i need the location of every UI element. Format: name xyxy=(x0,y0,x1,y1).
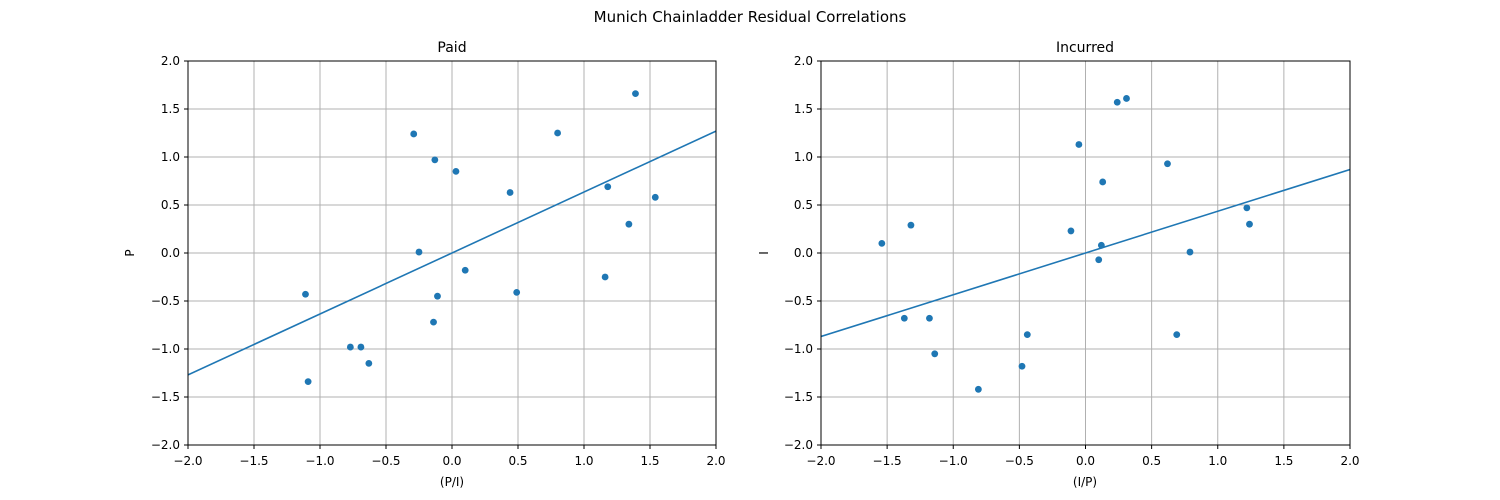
paid-data-point xyxy=(625,220,633,228)
paid-x-tick-label: 2.0 xyxy=(706,454,725,468)
paid-chart-title: Paid xyxy=(437,40,466,56)
incurred-data-point xyxy=(907,221,915,229)
paid-data-point xyxy=(415,248,423,256)
incurred-data-point xyxy=(900,314,908,322)
paid-chart: Paid (P/I) P −2.0 −1.5 −1.0 −0.5 0.0 0.5 1.0 1.… xyxy=(123,40,726,489)
paid-data-point xyxy=(430,318,437,326)
paid-data-point xyxy=(357,343,365,351)
paid-chart-xlabel: (P/I) xyxy=(440,475,464,489)
paid-data-point xyxy=(410,130,418,138)
paid-data-point xyxy=(513,288,521,296)
incurred-chart-ylabel: I xyxy=(757,251,771,255)
paid-x-tick-label: −0.5 xyxy=(371,454,400,468)
paid-y-tick-label: −0.5 xyxy=(151,294,180,308)
paid-y-tick-label: 2.0 xyxy=(161,54,180,68)
incurred-data-point xyxy=(1123,95,1130,102)
paid-y-tick-label: 1.5 xyxy=(161,102,180,116)
incurred-x-tick-label: −1.0 xyxy=(939,454,968,468)
incurred-data-point xyxy=(926,314,933,322)
paid-data-point xyxy=(452,168,460,175)
incurred-x-tick-label: 0.0 xyxy=(1076,454,1095,468)
incurred-y-tick-label: 2.0 xyxy=(794,54,813,68)
paid-x-tick-label: −2.0 xyxy=(173,454,202,468)
incurred-data-point xyxy=(1067,227,1075,235)
incurred-data-point xyxy=(1095,256,1103,264)
paid-data-point xyxy=(302,290,309,298)
incurred-data-point xyxy=(1173,331,1181,338)
paid-data-point xyxy=(506,189,514,196)
incurred-y-tick-label: 0.5 xyxy=(794,198,813,212)
paid-x-tick-label: 1.0 xyxy=(574,454,593,468)
incurred-x-tick-label: 1.5 xyxy=(1274,454,1293,468)
incurred-chart-xlabel: (I/P) xyxy=(1073,475,1097,489)
paid-data-point xyxy=(431,156,439,164)
paid-regression-line xyxy=(188,130,716,376)
paid-y-tick-label: 0.0 xyxy=(161,246,180,260)
incurred-y-tick-label: −1.5 xyxy=(784,390,813,404)
paid-data-point xyxy=(632,90,639,98)
paid-data-point xyxy=(651,193,659,201)
paid-x-tick-label: 0.5 xyxy=(508,454,527,468)
paid-x-tick-label: −1.5 xyxy=(239,454,268,468)
paid-y-tick-label: 1.0 xyxy=(161,150,180,164)
paid-data-point xyxy=(601,273,609,281)
paid-x-tick-label: 0.0 xyxy=(442,454,461,468)
paid-y-tick-label: −1.0 xyxy=(151,342,180,356)
incurred-y-tick-label: 0.0 xyxy=(794,246,813,260)
incurred-data-point xyxy=(974,385,982,393)
incurred-data-point xyxy=(1099,178,1107,186)
paid-data-point xyxy=(554,129,561,137)
paid-data-point xyxy=(346,343,354,351)
paid-data-point xyxy=(365,360,373,367)
paid-points xyxy=(302,90,659,386)
incurred-x-tick-label: −1.5 xyxy=(873,454,902,468)
incurred-chart: Incurred (I/P) I −2.0 −1.5 −1.0 −0.5 0.0 0.5 1… xyxy=(757,40,1360,489)
incurred-y-tick-label: 1.0 xyxy=(794,150,813,164)
incurred-x-tick-label: 2.0 xyxy=(1340,454,1359,468)
figure-suptitle: Munich Chainladder Residual Correlations xyxy=(594,8,907,26)
incurred-y-tick-label: −0.5 xyxy=(784,294,813,308)
paid-data-point xyxy=(304,378,312,386)
incurred-y-tick-label: −1.0 xyxy=(784,342,813,356)
incurred-data-point xyxy=(1097,241,1105,249)
incurred-data-point xyxy=(1243,204,1251,212)
paid-data-point xyxy=(461,266,469,274)
paid-x-tick-label: 1.5 xyxy=(640,454,659,468)
paid-chart-ylabel: P xyxy=(123,249,137,256)
incurred-data-point xyxy=(878,240,886,247)
incurred-data-point xyxy=(1075,141,1083,148)
incurred-data-point xyxy=(1018,362,1026,370)
incurred-x-tick-label: −2.0 xyxy=(806,454,835,468)
paid-y-tick-label: −1.5 xyxy=(151,390,180,404)
incurred-regression-line xyxy=(821,168,1350,338)
incurred-x-tick-label: 0.5 xyxy=(1142,454,1161,468)
incurred-data-point xyxy=(1113,98,1121,106)
incurred-data-point xyxy=(1164,160,1171,168)
incurred-data-point xyxy=(931,350,939,358)
incurred-chart-title: Incurred xyxy=(1056,40,1114,56)
incurred-x-tick-label: 1.0 xyxy=(1208,454,1227,468)
paid-data-point xyxy=(434,292,441,300)
paid-data-point xyxy=(604,183,612,191)
paid-x-tick-label: −1.0 xyxy=(305,454,334,468)
incurred-data-point xyxy=(1186,248,1194,256)
incurred-points xyxy=(878,95,1253,393)
incurred-data-point xyxy=(1246,220,1253,228)
incurred-y-tick-label: 1.5 xyxy=(794,102,813,116)
paid-y-tick-label: −2.0 xyxy=(151,438,180,452)
incurred-x-tick-label: −0.5 xyxy=(1005,454,1034,468)
paid-y-tick-label: 0.5 xyxy=(161,198,180,212)
incurred-y-tick-label: −2.0 xyxy=(784,438,813,452)
incurred-data-point xyxy=(1023,331,1031,338)
